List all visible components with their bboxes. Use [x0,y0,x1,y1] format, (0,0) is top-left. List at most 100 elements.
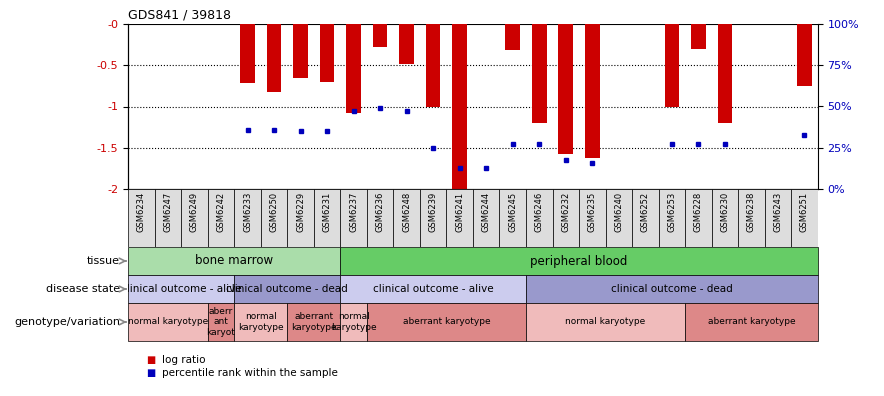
Text: GSM6244: GSM6244 [482,192,491,232]
FancyBboxPatch shape [261,189,287,247]
Bar [532,24,546,123]
FancyBboxPatch shape [340,247,818,275]
Text: GSM6253: GSM6253 [667,192,676,232]
Text: log ratio: log ratio [162,355,205,365]
FancyBboxPatch shape [128,275,234,303]
Text: GSM6240: GSM6240 [614,192,623,232]
Bar [267,24,281,91]
FancyBboxPatch shape [606,189,632,247]
Bar [373,24,387,47]
Text: ■: ■ [146,368,155,378]
Text: GDS841 / 39818: GDS841 / 39818 [128,8,232,21]
FancyBboxPatch shape [393,189,420,247]
Bar [665,24,679,107]
Text: GSM6229: GSM6229 [296,192,305,232]
Text: clinical outcome - dead: clinical outcome - dead [226,284,348,294]
Text: aberrant
karyotype: aberrant karyotype [291,312,337,332]
Text: GSM6243: GSM6243 [774,192,782,232]
FancyBboxPatch shape [712,189,738,247]
FancyBboxPatch shape [659,189,685,247]
FancyBboxPatch shape [287,189,314,247]
Text: GSM6228: GSM6228 [694,192,703,232]
FancyBboxPatch shape [340,275,526,303]
Text: normal
karyotype: normal karyotype [331,312,377,332]
FancyBboxPatch shape [473,189,499,247]
FancyBboxPatch shape [340,189,367,247]
Text: GSM6235: GSM6235 [588,192,597,232]
Text: GSM6252: GSM6252 [641,192,650,232]
Bar [347,24,361,113]
Bar [506,24,520,50]
Text: GSM6242: GSM6242 [217,192,225,232]
Text: aberrant karyotype: aberrant karyotype [707,318,796,326]
FancyBboxPatch shape [499,189,526,247]
FancyBboxPatch shape [234,303,287,341]
FancyBboxPatch shape [685,189,712,247]
FancyBboxPatch shape [552,189,579,247]
Text: GSM6234: GSM6234 [137,192,146,232]
FancyBboxPatch shape [340,303,367,341]
Bar [400,24,414,64]
Text: peripheral blood: peripheral blood [530,255,628,268]
Text: normal karyotype: normal karyotype [128,318,208,326]
Text: ■: ■ [146,355,155,365]
Text: normal
karyotype: normal karyotype [238,312,284,332]
Text: aberr
ant
karyot: aberr ant karyot [207,307,235,337]
FancyBboxPatch shape [526,303,685,341]
FancyBboxPatch shape [128,189,155,247]
Text: clinical outcome - alive: clinical outcome - alive [121,284,241,294]
FancyBboxPatch shape [420,189,446,247]
FancyBboxPatch shape [287,303,340,341]
FancyBboxPatch shape [632,189,659,247]
Bar [797,24,812,86]
Bar [691,24,705,49]
Text: GSM6239: GSM6239 [429,192,438,232]
FancyBboxPatch shape [791,189,818,247]
Bar [585,24,599,158]
FancyBboxPatch shape [314,189,340,247]
Text: GSM6246: GSM6246 [535,192,544,232]
Text: GSM6233: GSM6233 [243,192,252,232]
FancyBboxPatch shape [234,275,340,303]
FancyBboxPatch shape [738,189,765,247]
Bar [293,24,308,78]
FancyBboxPatch shape [579,189,606,247]
Bar [240,24,255,84]
FancyBboxPatch shape [155,189,181,247]
Text: GSM6248: GSM6248 [402,192,411,232]
Bar [718,24,732,123]
Text: genotype/variation: genotype/variation [14,317,120,327]
Text: bone marrow: bone marrow [195,255,273,268]
Bar [320,24,334,82]
FancyBboxPatch shape [367,189,393,247]
FancyBboxPatch shape [526,275,818,303]
FancyBboxPatch shape [446,189,473,247]
Text: GSM6245: GSM6245 [508,192,517,232]
Text: GSM6249: GSM6249 [190,192,199,232]
Text: GSM6238: GSM6238 [747,192,756,232]
FancyBboxPatch shape [208,303,234,341]
FancyBboxPatch shape [526,189,552,247]
FancyBboxPatch shape [208,189,234,247]
FancyBboxPatch shape [128,303,208,341]
Text: clinical outcome - alive: clinical outcome - alive [373,284,493,294]
Text: GSM6251: GSM6251 [800,192,809,232]
Bar [453,24,467,189]
FancyBboxPatch shape [181,189,208,247]
FancyBboxPatch shape [685,303,818,341]
FancyBboxPatch shape [765,189,791,247]
FancyBboxPatch shape [128,247,340,275]
Text: clinical outcome - dead: clinical outcome - dead [611,284,733,294]
Text: GSM6237: GSM6237 [349,192,358,232]
Text: disease state: disease state [46,284,120,294]
Text: normal karyotype: normal karyotype [566,318,645,326]
Text: tissue: tissue [88,256,120,266]
Text: GSM6232: GSM6232 [561,192,570,232]
FancyBboxPatch shape [234,189,261,247]
FancyBboxPatch shape [367,303,526,341]
Bar [426,24,440,107]
Text: GSM6236: GSM6236 [376,192,385,232]
Text: GSM6247: GSM6247 [164,192,172,232]
Text: percentile rank within the sample: percentile rank within the sample [162,368,338,378]
Text: aberrant karyotype: aberrant karyotype [402,318,491,326]
